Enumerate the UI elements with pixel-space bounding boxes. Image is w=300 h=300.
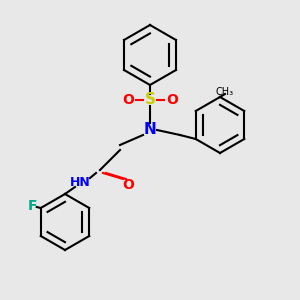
Text: HN: HN — [70, 176, 90, 188]
Text: O: O — [122, 178, 134, 192]
Text: F: F — [28, 199, 38, 213]
Text: N: N — [144, 122, 156, 137]
Text: O: O — [122, 93, 134, 107]
Text: O: O — [166, 93, 178, 107]
Text: CH₃: CH₃ — [216, 87, 234, 97]
Text: S: S — [145, 92, 155, 107]
